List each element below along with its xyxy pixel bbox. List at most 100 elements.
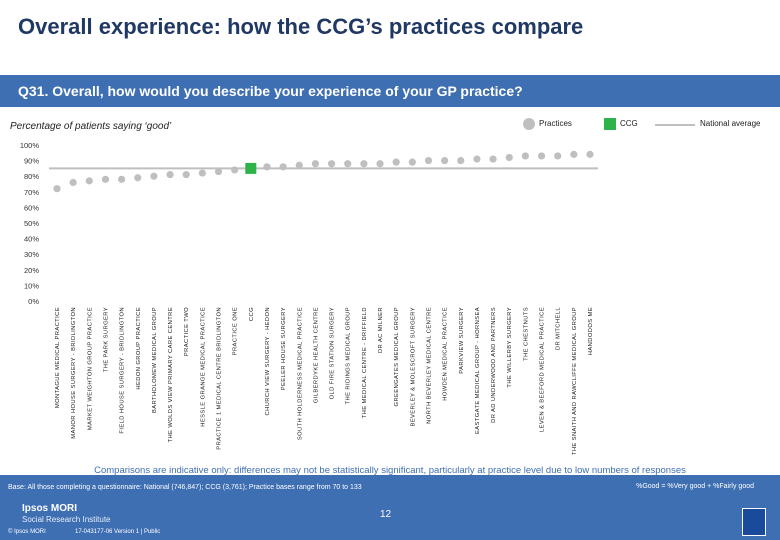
practice-point (473, 155, 481, 163)
x-category-label: LEVEN & BEEFORD MEDICAL PRACTICE (540, 307, 546, 432)
x-category-label: DR AC MILNER (378, 307, 384, 353)
x-category-label: PRACTICE 1 MEDICAL CENTRE BRIDLINGTON (217, 307, 223, 450)
x-category-label: THE MEDICAL CENTRE - DRIFFIELD (362, 307, 368, 418)
y-axis: 0% 10% 20% 30% 40% 50% 60% 70% 80% 90% 100% (20, 141, 40, 306)
base-text: Base: All those completing a questionnai… (8, 484, 362, 491)
chart-subtitle: Percentage of patients saying ‘good’ (10, 121, 172, 132)
legend-national-line (655, 124, 695, 126)
practice-point (279, 163, 287, 171)
practice-point (521, 152, 529, 160)
practice-point (182, 171, 190, 179)
y-tick-label: 30% (24, 250, 39, 259)
practice-point (392, 158, 400, 166)
legend-ccg-marker (604, 118, 616, 130)
x-category-label: GILBERDYKE HEALTH CENTRE (313, 307, 319, 403)
brand-subtitle: Social Research Institute (22, 515, 111, 524)
question-bar (0, 75, 780, 107)
practice-point (570, 150, 578, 158)
x-category-label: THE WOLDS VIEW PRIMARY CARE CENTRE (168, 307, 174, 442)
x-category-label: SOUTH HOLDERNESS MEDICAL PRACTICE (297, 307, 303, 440)
x-category-label: HESSLE GRANGE MEDICAL PRACTICE (200, 307, 206, 427)
y-tick-label: 60% (24, 203, 39, 212)
practice-point (263, 163, 271, 171)
practice-point (489, 155, 497, 163)
x-category-label: PARKVIEW SURGERY (459, 307, 465, 374)
practice-point (231, 166, 239, 174)
x-category-label: DR AD UNDERWOOD AND PARTNERS (491, 307, 497, 423)
y-tick-label: 20% (24, 266, 39, 275)
legend-national-label: National average (700, 119, 761, 128)
x-category-label: THE CHESTNUTS (523, 307, 529, 361)
brand-name: Ipsos MORI (22, 503, 78, 514)
practice-point (505, 153, 513, 162)
practice-point (537, 152, 546, 160)
practice-point (424, 157, 433, 165)
practice-point (150, 172, 158, 180)
practice-point (53, 185, 61, 193)
x-category-label: HEDON GROUP PRACTICE (136, 307, 142, 390)
question-text: Q31. Overall, how would you describe you… (18, 83, 523, 99)
job-number: 17-043177-06 Version 1 | Public (75, 529, 161, 535)
practice-point (101, 175, 110, 183)
legend-practices-label: Practices (539, 119, 572, 128)
practice-point (311, 160, 320, 168)
x-axis-labels: MONTAGUE MEDICAL PRACTICE MANOR HOUSE SUR… (55, 307, 594, 455)
x-category-label: THE PARK SURGERY (103, 307, 109, 372)
practice-point (327, 160, 336, 168)
data-points (53, 150, 594, 193)
y-tick-label: 50% (24, 219, 39, 228)
y-tick-label: 70% (24, 188, 39, 197)
practice-point (457, 157, 465, 165)
x-category-label: PEELER HOUSE SURGERY (281, 307, 287, 390)
ccg-point (245, 162, 257, 174)
x-category-label: PRACTICE ONE (233, 307, 239, 355)
practice-point (360, 160, 368, 168)
page-title: Overall experience: how the CCG’s practi… (18, 14, 584, 39)
practice-point (166, 171, 174, 179)
practice-point (295, 161, 303, 169)
x-category-label: EASTGATE MEDICAL GROUP - HORNSEA (475, 307, 481, 434)
y-tick-label: 10% (24, 281, 39, 290)
practice-point (85, 177, 93, 185)
scatter-chart: 0% 10% 20% 30% 40% 50% 60% 70% 80% 90% 100% MONTAG… (20, 141, 598, 455)
practice-point (408, 158, 416, 166)
x-category-label: THE SNAITH AND RAWCLIFFE MEDICAL GROUP (572, 307, 578, 455)
header: Overall experience: how the CCG’s practi… (0, 0, 780, 60)
practice-point (554, 152, 562, 160)
x-category-label: MONTAGUE MEDICAL PRACTICE (55, 307, 61, 408)
practice-point (134, 174, 142, 182)
x-category-label: HANDODOS ME (588, 307, 594, 355)
legend-ccg-label: CCG (620, 119, 638, 128)
y-tick-label: 0% (28, 297, 39, 306)
x-category-label: MARKET WEIGHTON GROUP PRACTICE (87, 307, 93, 430)
chart-legend: Practices CCG National average (520, 117, 775, 133)
x-category-label: CHURCH VIEW SURGERY - HEDON (265, 307, 271, 416)
x-category-label: FIELD HOUSE SURGERY - BRIDLINGTON (120, 307, 126, 434)
footer (0, 475, 780, 540)
legend-practice-marker (523, 118, 535, 130)
x-category-label: THE RIDINGS MEDICAL GROUP (346, 307, 352, 404)
copyright: © Ipsos MORI (8, 529, 46, 535)
practice-point (214, 167, 223, 176)
x-category-label: DR MITCHELL (556, 307, 562, 350)
comparison-note: Comparisons are indicative only: differe… (94, 465, 686, 476)
x-category-label: CCG (249, 307, 255, 321)
practice-point (441, 157, 449, 165)
x-category-label: BARTHOLOMEW MEDICAL GROUP (152, 307, 158, 413)
y-tick-label: 80% (24, 172, 39, 181)
y-tick-label: 100% (20, 141, 40, 150)
x-category-label: OLD FIRE STATION SURGERY (330, 307, 336, 399)
x-category-label: GREENGATES MEDICAL GROUP (394, 307, 400, 406)
y-tick-label: 90% (24, 157, 39, 166)
x-category-label: PRACTICE TWO (184, 307, 190, 356)
page-number: 12 (380, 509, 392, 520)
practice-point (118, 175, 126, 183)
y-tick-label: 40% (24, 235, 39, 244)
x-category-label: NORTH BEVERLEY MEDICAL CENTRE (426, 307, 432, 424)
practice-point (198, 169, 206, 177)
x-category-label: THE WILLERBY SURGERY (507, 307, 513, 388)
practice-point (344, 160, 352, 168)
x-category-label: BEVERLEY & MOLESCROFT SURGERY (410, 307, 416, 427)
good-definition: %Good = %Very good + %Fairly good (636, 483, 754, 490)
ipsos-logo-icon (742, 508, 766, 536)
